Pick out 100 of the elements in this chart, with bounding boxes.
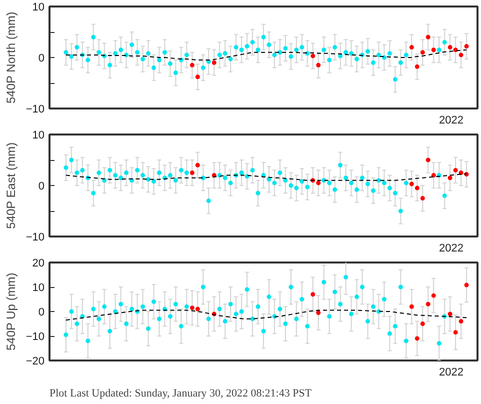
point: [283, 178, 288, 183]
y-axis-title: 540P North (mm): [4, 12, 18, 104]
point: [453, 48, 458, 52]
point: [228, 56, 233, 62]
point: [206, 198, 211, 204]
point: [228, 302, 233, 306]
point: [338, 54, 343, 58]
point: [414, 186, 420, 190]
point: [152, 179, 156, 184]
point: [398, 284, 403, 290]
text: Plot Last Updated: Sunday, January 30, 2022 08:21:43 PST: [50, 388, 312, 400]
point: [398, 60, 403, 65]
y-axis-title: 540P Up (mm): [4, 272, 18, 351]
point: [349, 312, 354, 316]
point: [184, 52, 189, 58]
point: [74, 170, 80, 175]
point: [156, 58, 162, 62]
point: [420, 322, 425, 326]
point: [305, 184, 310, 190]
point: [327, 58, 332, 62]
point: [322, 48, 326, 52]
point: [294, 186, 299, 190]
point: [130, 306, 134, 312]
point: [146, 51, 151, 56]
point: [222, 319, 228, 324]
y-axis-title: 540P East (mm): [4, 142, 18, 229]
point: [294, 48, 299, 52]
point: [272, 52, 277, 58]
point: [86, 338, 90, 344]
point: [162, 50, 167, 55]
y-tick-label: 10: [32, 2, 45, 14]
point: [288, 183, 294, 188]
point: [173, 302, 178, 306]
text: 2022: [439, 242, 464, 254]
point: [316, 310, 321, 315]
point: [344, 274, 348, 280]
point: [178, 168, 184, 172]
point: [294, 316, 299, 322]
point: [392, 324, 398, 328]
point: [436, 48, 442, 52]
point: [146, 177, 151, 182]
y-tick-label: 0: [38, 52, 45, 64]
point: [431, 173, 436, 178]
point: [195, 306, 200, 312]
point: [135, 50, 140, 55]
point: [448, 312, 452, 316]
point: [398, 208, 403, 214]
y-tick-label: 0: [38, 306, 45, 318]
point: [366, 49, 370, 54]
point: [200, 284, 206, 290]
point: [338, 302, 343, 306]
y-tick-label: −10: [26, 104, 45, 116]
point: [283, 322, 288, 326]
point: [310, 54, 316, 58]
point: [135, 168, 140, 172]
point: [168, 314, 172, 319]
point: [414, 336, 420, 341]
point: [458, 319, 464, 324]
point: [212, 60, 216, 65]
point: [250, 40, 255, 44]
point: [458, 170, 464, 175]
point: [327, 180, 332, 186]
point: [464, 282, 469, 288]
point: [332, 187, 338, 192]
point: [178, 324, 184, 328]
point: [458, 52, 464, 58]
point: [244, 287, 250, 292]
y-tick-label: −20: [26, 356, 45, 368]
point: [217, 306, 222, 312]
point: [404, 338, 408, 344]
point: [152, 65, 156, 70]
point: [102, 304, 107, 309]
point: [366, 182, 370, 186]
point: [338, 162, 343, 168]
point: [69, 309, 74, 314]
point: [409, 304, 414, 309]
point: [124, 170, 129, 175]
y-tick-label: −10: [26, 331, 45, 343]
point: [344, 176, 348, 180]
point: [283, 46, 288, 51]
y-tick-label: 10: [32, 130, 45, 142]
point: [239, 170, 244, 175]
point: [300, 45, 304, 50]
point: [272, 180, 277, 186]
point: [382, 180, 386, 186]
point: [140, 56, 146, 62]
point: [360, 176, 365, 180]
point: [409, 45, 414, 50]
point: [354, 56, 360, 62]
point: [64, 332, 68, 338]
point: [96, 170, 102, 175]
point: [118, 302, 124, 306]
y-tick-label: 20: [32, 258, 45, 270]
point: [234, 45, 238, 50]
point: [200, 65, 206, 70]
point: [261, 34, 266, 40]
point: [453, 168, 458, 172]
point: [190, 62, 194, 68]
point: [442, 193, 447, 198]
point: [332, 290, 338, 294]
